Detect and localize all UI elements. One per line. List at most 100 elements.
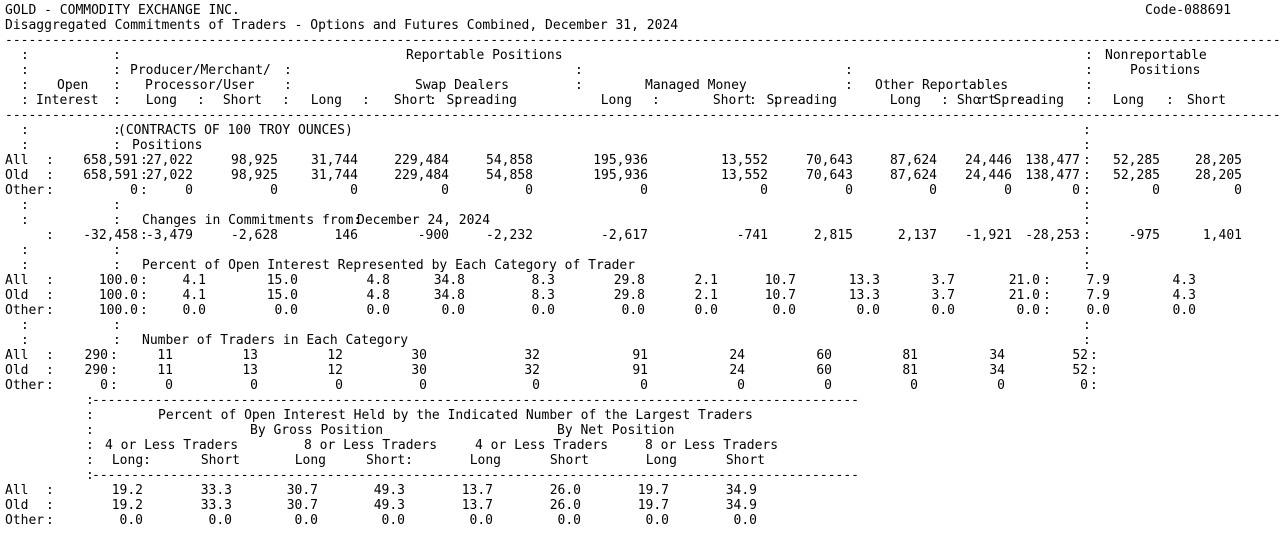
column-header-traders-count: 4 or Less Traders [475, 438, 609, 453]
column-header-longshort: Long: [111, 453, 151, 468]
column-separator: : [1090, 378, 1098, 393]
cell-value: 33.3 [200, 483, 232, 498]
column-separator: : [976, 93, 984, 108]
column-separator: : [1085, 93, 1093, 108]
cell-value: 4.3 [1172, 273, 1196, 288]
cell-value: 13.3 [848, 288, 880, 303]
column-separator: : [453, 93, 461, 108]
column-separator: : [1083, 213, 1091, 228]
cell-value: 0.0 [119, 513, 143, 528]
column-header-nonreportable: Nonreportable [1105, 48, 1207, 63]
cell-value: 0.0 [441, 303, 465, 318]
column-header-open: Open [57, 78, 89, 93]
column-separator: : [1043, 288, 1051, 303]
column-separator: : [113, 318, 121, 333]
column-separator: : [21, 258, 29, 273]
cell-value: 13.7 [461, 498, 493, 513]
section-heading-traders: Number of Traders in Each Category [142, 333, 409, 348]
report-line: Old:658,591:27,022 98,925 31,744 229,484 54,… [0, 168, 1285, 183]
cell-value: 13.7 [461, 483, 493, 498]
column-header-longshort: Short: [366, 453, 413, 468]
report-line: Old:290:11 13 12 30 32 91 24 60 81 34 52: [0, 363, 1285, 378]
cell-value: 52 [1072, 348, 1088, 363]
cell-value: -28,253 [1025, 228, 1080, 243]
column-header-swap-dealers: Swap Dealers [415, 78, 509, 93]
column-separator: : [21, 93, 29, 108]
cell-value: 27,022 [146, 153, 193, 168]
column-header-longshort: Short [956, 93, 996, 108]
row-label: Old [5, 498, 29, 513]
cell-value: 87,624 [890, 153, 937, 168]
cell-value: 0.0 [694, 303, 718, 318]
report-line: All: 19.2 33.3 30.7 49.3 13.7 26.0 19.7 34.9 [0, 483, 1285, 498]
cell-open-interest: 658,591 [83, 153, 138, 168]
cell-value: 195,936 [593, 153, 648, 168]
cell-value: 229,484 [394, 168, 449, 183]
report-line: :4 or Less Traders 8 or Less Traders 4 or … [0, 438, 1285, 453]
column-separator: : [46, 303, 54, 318]
report-line: : Long: Short Long Short: Long Short Long Short [0, 453, 1285, 468]
cell-open-interest: 100.0 [98, 288, 138, 303]
cell-value: 32 [524, 363, 540, 378]
row-label: Other [5, 303, 45, 318]
report-line: : Open: Processor/User: Swap Dealers: Manage… [0, 78, 1285, 93]
cell-open-interest: 290 [84, 363, 108, 378]
column-header-longshort: Long [294, 453, 326, 468]
cell-value: 21.0 [1008, 273, 1040, 288]
report-line: All:100.0:4.1 15.0 4.8 34.8 8.3 29.8 2.1 10.7 13… [0, 273, 1285, 288]
cell-value: 11 [157, 363, 173, 378]
cell-value: 30.7 [286, 498, 318, 513]
cell-value: 0.0 [294, 513, 318, 528]
cell-value: -3,479 [146, 228, 193, 243]
column-separator: : [197, 93, 205, 108]
cell-value: 2.1 [694, 273, 718, 288]
cell-value: 19.7 [637, 498, 669, 513]
column-separator: : [86, 468, 94, 483]
report-line: :: Percent of Open Interest Represented b… [0, 258, 1285, 273]
column-separator: : [21, 198, 29, 213]
report-code: Code-088691 [1145, 3, 1232, 18]
column-separator: : [1090, 348, 1098, 363]
cell-value: 0 [419, 378, 427, 393]
column-header-traders-count: 8 or Less Traders [304, 438, 438, 453]
column-separator: : [46, 273, 54, 288]
cell-value: 12 [327, 348, 343, 363]
cell-value: 11 [157, 348, 173, 363]
cell-value: 0 [525, 183, 533, 198]
column-separator: : [1090, 363, 1098, 378]
cell-value: 0 [350, 183, 358, 198]
cell-value: 0.0 [1086, 303, 1110, 318]
column-separator: : [86, 408, 94, 423]
cell-value: 0 [250, 378, 258, 393]
cell-value: 81 [902, 348, 918, 363]
column-separator: : [21, 243, 29, 258]
cell-value: 0 [640, 183, 648, 198]
column-separator: : [140, 288, 148, 303]
cell-value: 29.8 [613, 288, 645, 303]
report-line: : ---------------------------------------… [0, 393, 1285, 408]
cell-value: 91 [632, 348, 648, 363]
column-separator: : [21, 78, 29, 93]
column-separator: : [110, 363, 118, 378]
report-title: GOLD - COMMODITY EXCHANGE INC. [5, 3, 240, 18]
report-line: : By Gross Position By Net Position [0, 423, 1285, 438]
column-separator: : [113, 63, 121, 78]
cell-value: 98,925 [231, 153, 278, 168]
report-line: ::: [0, 318, 1285, 333]
cell-value: 8.3 [531, 273, 555, 288]
cell-value: 27,022 [146, 168, 193, 183]
column-header-longshort: Spreading [766, 93, 837, 108]
cell-value: 0 [1234, 183, 1242, 198]
cell-value: 0.0 [366, 303, 390, 318]
column-header-managed-money: Managed Money [645, 78, 747, 93]
cell-open-interest: 100.0 [98, 273, 138, 288]
cell-value: 15.0 [266, 273, 298, 288]
column-separator: : [21, 123, 29, 138]
cell-value: 10.7 [764, 273, 796, 288]
column-separator: : [21, 138, 29, 153]
report-subtitle: Disaggregated Commitments of Traders - O… [5, 18, 679, 33]
column-separator: : [282, 93, 290, 108]
column-separator: : [1083, 138, 1091, 153]
report-line: Old:100.0:4.1 15.0 4.8 34.8 8.3 29.8 2.1 10.7 13… [0, 288, 1285, 303]
